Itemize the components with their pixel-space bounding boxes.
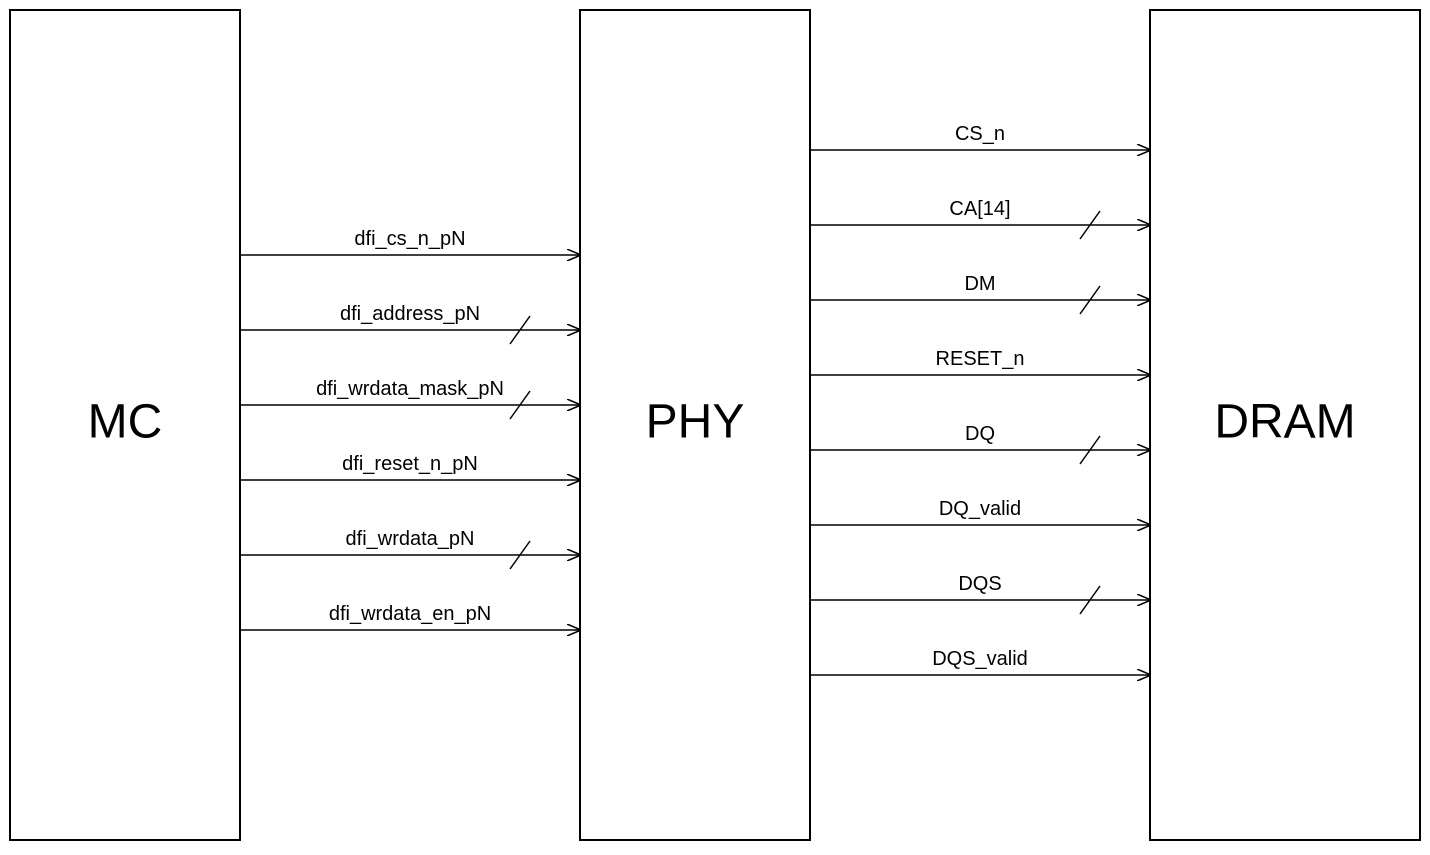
block-mc-label: MC: [88, 396, 163, 449]
signal-1-3: RESET_n: [810, 348, 1150, 375]
block-phy: PHY: [580, 10, 810, 840]
signal-1-0: CS_n: [810, 123, 1150, 150]
signal-0-0: dfi_cs_n_pN: [240, 228, 580, 255]
signal-label: DQ: [965, 423, 995, 445]
signal-label: DQ_valid: [939, 498, 1021, 520]
signal-0-4: dfi_wrdata_pN: [240, 528, 580, 569]
signal-label: dfi_cs_n_pN: [354, 228, 465, 250]
block-mc: MC: [10, 10, 240, 840]
signal-label: CA[14]: [949, 198, 1010, 220]
signal-label: CS_n: [955, 123, 1005, 145]
block-phy-label: PHY: [646, 396, 745, 449]
signal-1-5: DQ_valid: [810, 498, 1150, 525]
signal-label: DQS_valid: [932, 648, 1028, 670]
signal-label: RESET_n: [936, 348, 1025, 370]
signal-0-5: dfi_wrdata_en_pN: [240, 603, 580, 630]
signal-0-3: dfi_reset_n_pN: [240, 453, 580, 480]
signal-label: dfi_wrdata_mask_pN: [316, 378, 504, 400]
block-diagram: MC PHY DRAM dfi_cs_n_pN dfi_address_pN dfi_wr…: [0, 0, 1430, 855]
block-dram: DRAM: [1150, 10, 1420, 840]
signal-1-1: CA[14]: [810, 198, 1150, 239]
signal-label: dfi_wrdata_en_pN: [329, 603, 491, 625]
signal-1-2: DM: [810, 273, 1150, 314]
signal-label: dfi_wrdata_pN: [346, 528, 475, 550]
block-dram-label: DRAM: [1214, 396, 1355, 449]
signal-1-4: DQ: [810, 423, 1150, 464]
signal-1-7: DQS_valid: [810, 648, 1150, 675]
signal-label: DQS: [958, 573, 1001, 595]
signal-1-6: DQS: [810, 573, 1150, 614]
signal-label: dfi_address_pN: [340, 303, 480, 325]
signal-label: DM: [964, 273, 995, 295]
signal-label: dfi_reset_n_pN: [342, 453, 478, 475]
signal-0-2: dfi_wrdata_mask_pN: [240, 378, 580, 419]
signal-0-1: dfi_address_pN: [240, 303, 580, 344]
